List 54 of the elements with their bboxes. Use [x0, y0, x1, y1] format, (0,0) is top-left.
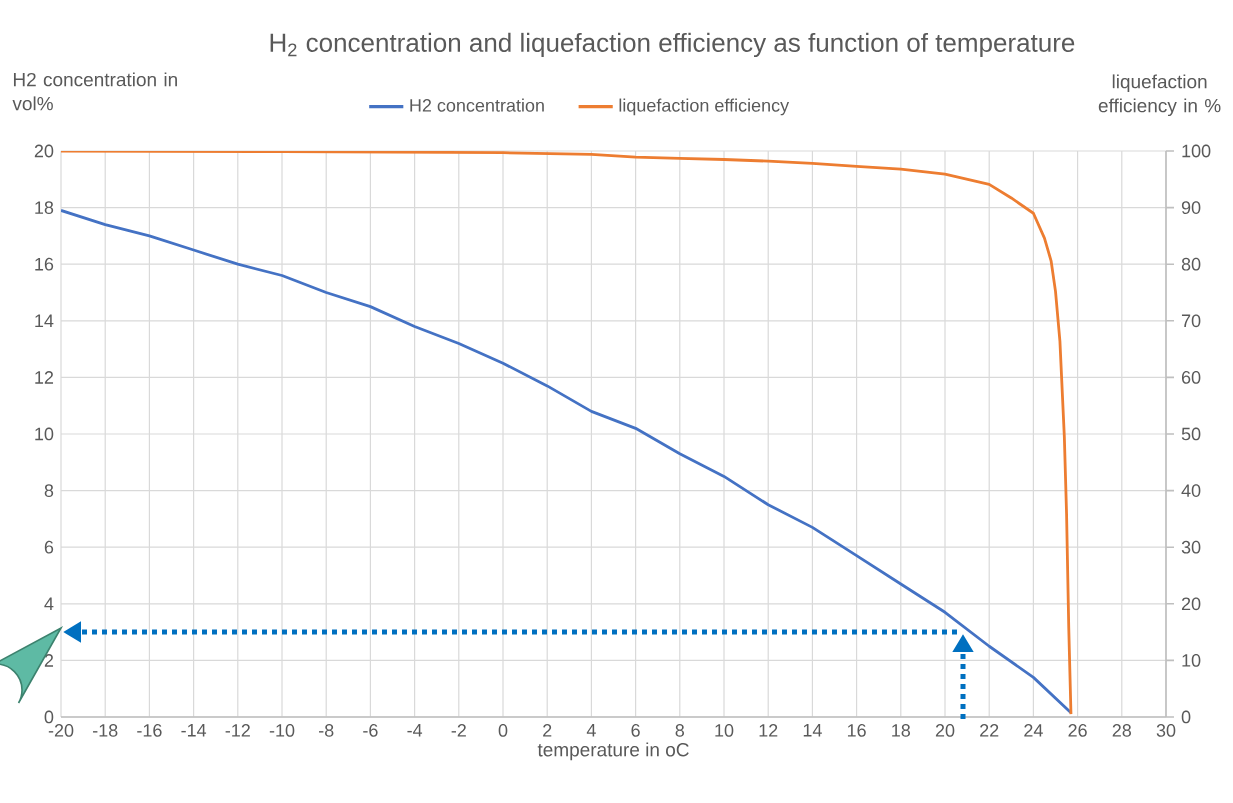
y2-tick-label: 90 [1181, 201, 1201, 214]
y-tick-label: 16 [35, 257, 54, 271]
y-tick-label: 4 [44, 597, 54, 610]
y-tick-label: 12 [35, 371, 54, 384]
y2-tick-label: 60 [1181, 371, 1201, 384]
y-tick-label: 6 [44, 540, 54, 554]
y2-tick-label: 70 [1181, 314, 1201, 328]
x-tick-label: 20 [935, 724, 955, 737]
x-tick-label: 14 [803, 724, 822, 737]
y2-tick-label: 30 [1181, 540, 1201, 554]
y-tick-label: 14 [35, 314, 54, 327]
y2-tick-label: 10 [1182, 654, 1201, 667]
y2-tick-label: 80 [1181, 257, 1201, 271]
y2-tick-label: 0 [1181, 710, 1191, 724]
y-tick-label: 10 [35, 427, 54, 441]
x-tick-label: -2 [451, 724, 466, 737]
x-tick-label: -8 [319, 724, 334, 737]
x-tick-label: 10 [715, 724, 734, 737]
x-tick-label: -4 [407, 724, 423, 737]
x-tick-label: 16 [847, 724, 866, 737]
x-tick-label: 4 [586, 724, 596, 737]
legend-label: liquefaction efficiency [619, 98, 790, 116]
y2-tick-label: 50 [1181, 427, 1201, 441]
y2-tick-label: 20 [1181, 597, 1201, 611]
x-tick-label: -14 [181, 724, 207, 737]
y-axis-title: H2 concentration in vol% [12, 72, 177, 111]
y-tick-label: 2 [44, 654, 54, 667]
x-tick-label: -12 [225, 724, 250, 737]
x-tick-label: -18 [93, 724, 118, 737]
y-tick-label: 8 [44, 484, 54, 497]
y-tick-label: 0 [44, 710, 54, 724]
x-tick-label: 28 [1112, 724, 1132, 737]
x-axis-title: temperature in oC [537, 742, 689, 761]
y2-axis-title: liquefaction efficiency in % [1098, 74, 1221, 117]
x-tick-label: 18 [892, 724, 911, 737]
x-tick-label: 26 [1068, 724, 1087, 737]
x-tick-label: 22 [980, 724, 999, 737]
x-tick-label: 6 [631, 724, 640, 737]
y2-tick-label: 40 [1181, 484, 1201, 497]
x-tick-label: 30 [1156, 724, 1176, 737]
x-tick-label: -16 [137, 724, 162, 737]
x-tick-label: 0 [498, 724, 508, 737]
chart-title: H$_{2}$ concentration and liquefaction efficiency as function of temperature [270, 32, 1075, 58]
x-tick-label: -10 [269, 724, 295, 737]
x-tick-label: 24 [1024, 724, 1043, 737]
x-tick-label: 8 [675, 724, 685, 737]
x-tick-label: -6 [363, 724, 378, 737]
x-tick-label: 12 [759, 724, 778, 737]
legend-label: H2 concentration [410, 98, 544, 112]
y2-tick-label: 100 [1182, 144, 1211, 158]
y-tick-label: 20 [34, 144, 54, 158]
y-tick-label: 18 [35, 201, 54, 214]
x-tick-label: -20 [48, 724, 74, 737]
x-tick-label: 2 [543, 724, 552, 737]
